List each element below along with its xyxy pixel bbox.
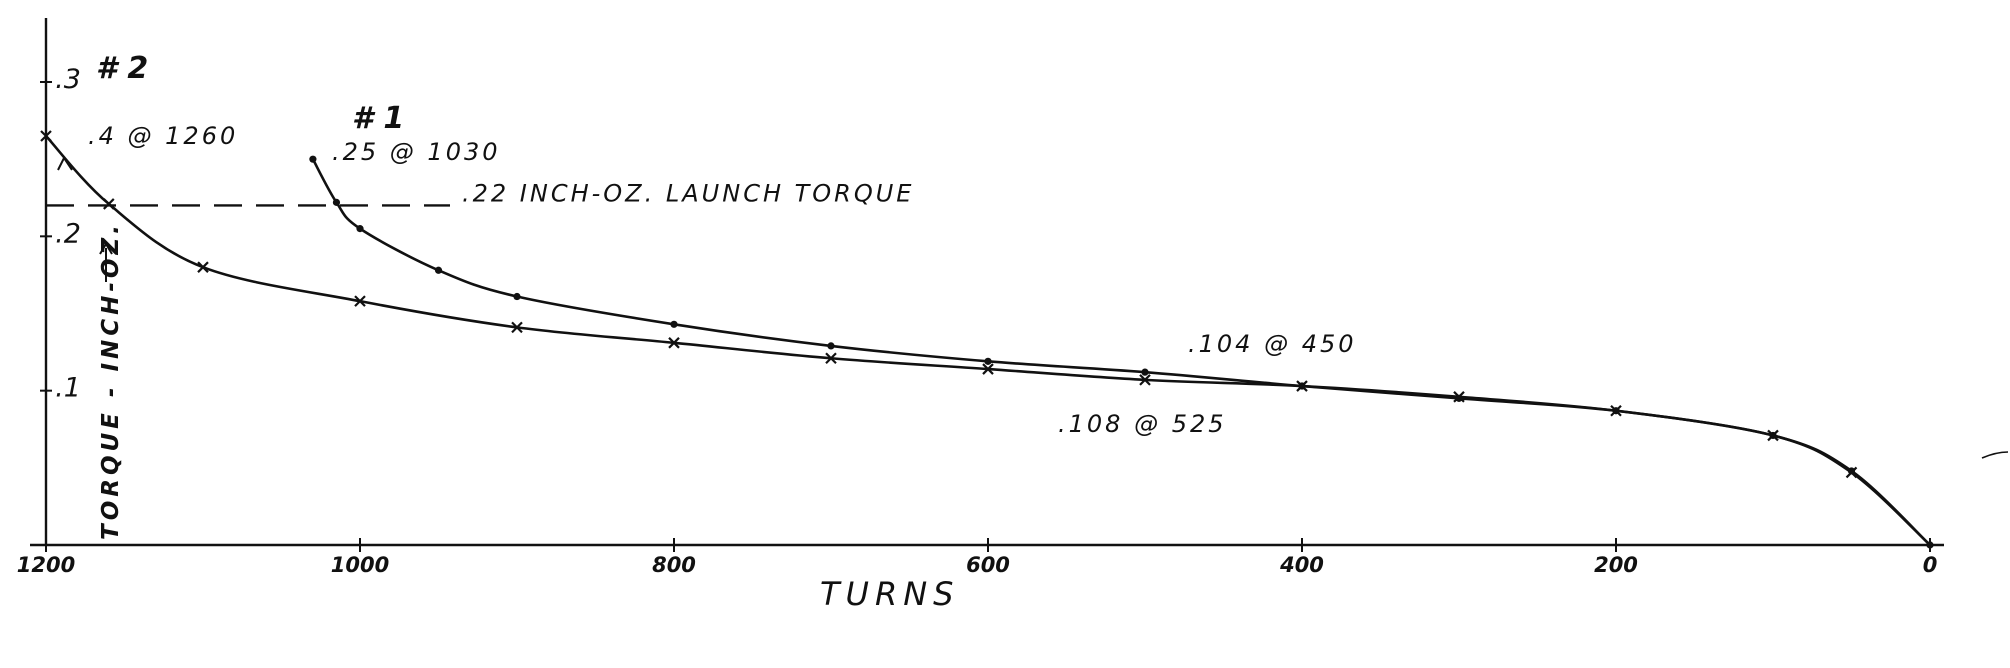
series-2-point — [825, 352, 837, 365]
y-tick-label: .2 — [55, 218, 81, 249]
series-2-point — [197, 261, 209, 273]
x-tick-label: 1200 — [17, 553, 75, 577]
x-tick-label: 800 — [652, 553, 696, 577]
series-2-point — [1767, 429, 1779, 442]
series-1-peak-label: .25 @ 1030 — [332, 138, 501, 166]
series-1-point — [1141, 368, 1149, 376]
series-2-point — [982, 363, 994, 375]
launch-torque-label: .22 INCH-OZ. LAUNCH TORQUE — [462, 179, 914, 207]
x-tick-label: 1000 — [331, 553, 389, 577]
y-tick-label: .1 — [55, 373, 81, 404]
x-tick-label: 600 — [966, 553, 1010, 577]
series-1-line — [311, 158, 1931, 546]
x-tick-label: 400 — [1279, 553, 1324, 577]
annotation-104-at-450: .104 @ 450 — [1188, 330, 1357, 358]
series-1-point — [309, 155, 317, 163]
series-2-point — [1845, 466, 1858, 479]
series-1-point — [984, 357, 992, 365]
series-2-point — [40, 130, 52, 142]
series-2-point — [1453, 391, 1465, 403]
y-tick-label: .3 — [55, 64, 81, 95]
stray-mark — [1981, 451, 2009, 459]
series-2-point — [668, 337, 680, 349]
series-2-point — [1296, 380, 1308, 392]
series-2-point — [103, 198, 115, 210]
series-2-point — [354, 295, 366, 307]
series-1-point — [513, 292, 521, 301]
series-1-point — [332, 198, 341, 206]
series-layer — [40, 130, 1934, 549]
annotation-108-at-525: .108 @ 525 — [1058, 410, 1227, 438]
series-2-point — [1610, 404, 1622, 417]
series-2-name: # 2 — [96, 51, 148, 86]
series-2-point — [511, 321, 523, 334]
series-1-point — [827, 342, 835, 350]
origin-point — [1926, 541, 1934, 549]
series-1-point — [356, 225, 364, 233]
y-axis-title-arrow-head — [99, 242, 113, 255]
series-1-point — [670, 320, 678, 328]
series-1-name: # 1 — [352, 101, 404, 136]
series-2-line — [45, 135, 1931, 546]
x-tick-label: 200 — [1594, 553, 1638, 577]
axis-ticks: 1200 1000 800 600 400 200 0 .1 .2 .3 — [17, 64, 1938, 577]
series-1-point — [434, 266, 443, 274]
series-2-peak-label: .4 @ 1260 — [88, 122, 238, 150]
x-axis-title: TURNS — [820, 575, 959, 613]
y-axis-title: TORQUE - INCH-OZ. — [98, 221, 124, 540]
x-tick-label: 0 — [1923, 553, 1938, 577]
series-2-point — [1139, 374, 1151, 386]
